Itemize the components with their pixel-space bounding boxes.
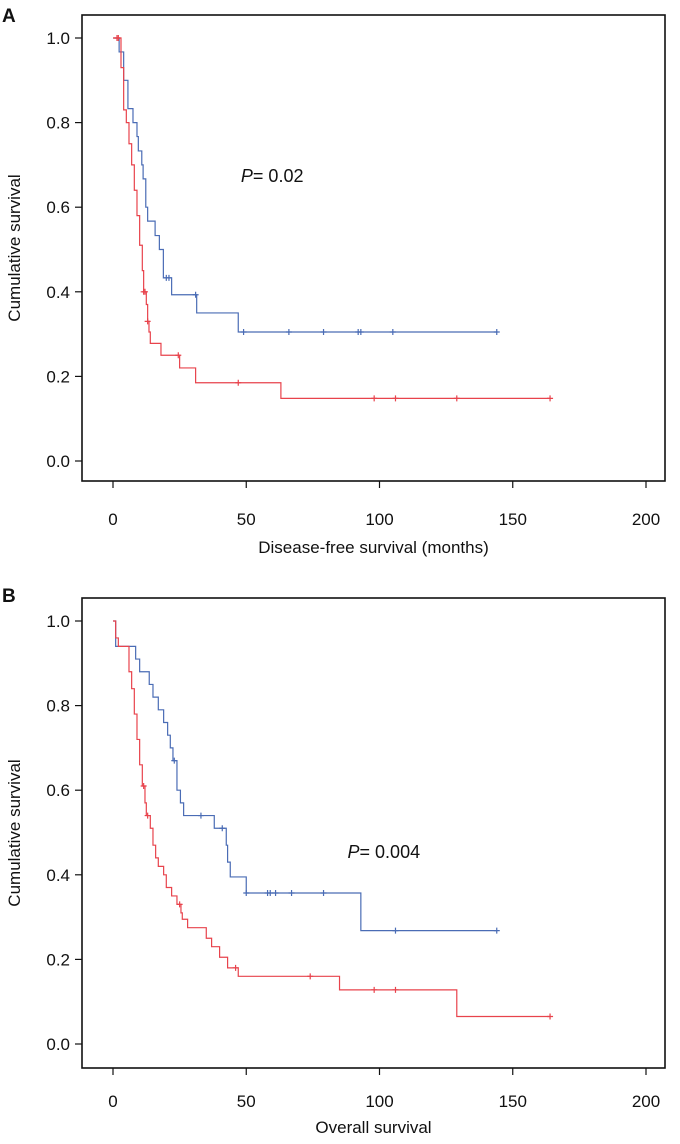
x-axis-label: Overall survival [315, 1118, 431, 1137]
y-tick-label: 1.0 [46, 29, 70, 48]
p-value-annotation: P= 0.004 [348, 842, 421, 862]
series-blue-group [113, 620, 500, 934]
censor-mark [267, 889, 274, 896]
censor-mark [320, 889, 327, 896]
survival-curve [113, 37, 497, 333]
x-tick-label: 100 [365, 1092, 393, 1111]
censor-mark [392, 986, 399, 993]
censor-mark [357, 328, 364, 335]
x-axis-label: Disease-free survival (months) [258, 538, 489, 557]
censor-mark [144, 812, 151, 819]
censor-mark [320, 328, 327, 335]
p-value: = 0.004 [360, 842, 421, 862]
censor-mark [389, 328, 396, 335]
censor-mark [197, 812, 204, 819]
censor-mark [493, 927, 500, 934]
y-tick-label: 0.4 [46, 283, 70, 302]
censor-mark [371, 395, 378, 402]
panel-b: B 0.0 0.2 0.4 0.6 0.8 1.0 0 50 100 150 200 Overall s… [2, 586, 666, 1137]
censor-mark [232, 964, 239, 971]
survival-curve [113, 620, 551, 1018]
censor-mark [175, 352, 182, 359]
x-tick-label: 150 [499, 1092, 527, 1111]
series-red-group [113, 620, 554, 1020]
censor-mark [547, 395, 554, 402]
y-tick-label: 0.6 [46, 781, 70, 800]
series-blue-group [113, 37, 500, 335]
survival-curve [113, 620, 497, 932]
y-tick-label: 0.8 [46, 697, 70, 716]
censor-mark [165, 274, 172, 281]
censor-mark [235, 379, 242, 386]
censor-mark [219, 825, 226, 832]
y-tick-label: 0.2 [46, 367, 70, 386]
x-tick-label: 50 [237, 1092, 256, 1111]
plot-frame [81, 14, 666, 482]
y-tick-label: 1.0 [46, 612, 70, 631]
series-red-group [113, 35, 554, 402]
censor-mark [144, 318, 151, 325]
censor-mark [141, 288, 148, 295]
panel-a: A 0.0 0.2 0.4 0.6 0.8 1.0 0 50 100 150 200 Disease-f… [2, 6, 666, 557]
survival-curve [113, 37, 551, 399]
x-tick-label: 0 [108, 1092, 117, 1111]
y-tick-label: 0.4 [46, 866, 70, 885]
y-axis-label: Cumulative survival [5, 759, 24, 906]
y-tick-label: 0.0 [46, 1035, 70, 1054]
p-value-annotation: P= 0.02 [241, 166, 304, 186]
x-tick-label: 50 [237, 510, 256, 529]
censor-mark [243, 889, 250, 896]
censor-mark [192, 291, 199, 298]
censor-mark [171, 757, 178, 764]
censor-mark [288, 889, 295, 896]
censor-mark [547, 1013, 554, 1020]
panel-label: B [2, 586, 16, 607]
censor-mark [285, 328, 292, 335]
plot-frame [81, 597, 666, 1069]
x-tick-label: 200 [632, 1092, 660, 1111]
p-symbol: P [348, 842, 360, 862]
y-tick-label: 0.0 [46, 452, 70, 471]
p-symbol: P [241, 166, 253, 186]
y-tick-label: 0.6 [46, 198, 70, 217]
censor-mark [272, 889, 279, 896]
y-tick-label: 0.2 [46, 950, 70, 969]
panel-label: A [2, 6, 16, 27]
censor-mark [371, 986, 378, 993]
censor-mark [240, 328, 247, 335]
censor-mark [493, 328, 500, 335]
censor-mark [453, 395, 460, 402]
p-value: = 0.02 [253, 166, 304, 186]
censor-mark [115, 35, 122, 41]
y-tick-label: 0.8 [46, 114, 70, 133]
x-tick-label: 200 [632, 510, 660, 529]
x-tick-label: 100 [365, 510, 393, 529]
censor-mark [307, 973, 314, 980]
censor-mark [140, 782, 147, 789]
censor-mark [392, 927, 399, 934]
censor-mark [176, 901, 183, 908]
censor-mark [392, 395, 399, 402]
y-axis-label: Cumulative survival [5, 174, 24, 321]
x-tick-label: 0 [108, 510, 117, 529]
x-tick-label: 150 [499, 510, 527, 529]
